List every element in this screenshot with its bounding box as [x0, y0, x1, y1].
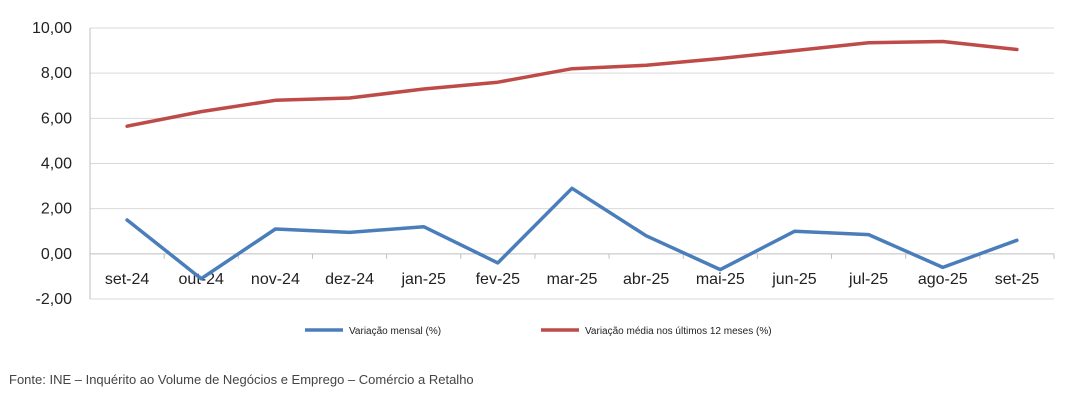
x-tick-label: ago-25: [918, 271, 968, 288]
source-note: Fonte: INE – Inquérito ao Volume de Negó…: [9, 372, 474, 387]
x-axis: set-24 out-24 nov-24 dez-24 jan-25 fev-25 mar-…: [89, 253, 1055, 288]
series-line-12-month-average: [125, 39, 1019, 128]
legend-label: Variação média nos últimos 12 meses (%): [585, 326, 772, 337]
x-tick-label: jul-25: [848, 271, 888, 288]
x-tick-label: set-25: [995, 271, 1040, 288]
x-tick-label: jun-25: [771, 271, 817, 288]
x-tick-label: nov-24: [251, 271, 300, 288]
y-tick-label: 6,00: [41, 110, 72, 127]
x-tick-label: dez-24: [325, 271, 374, 288]
y-tick-label: 8,00: [41, 65, 72, 82]
y-tick-label: 2,00: [41, 201, 72, 218]
y-tick-label: 4,00: [41, 156, 72, 173]
legend: Variação mensal (%) Variação média nos úl…: [305, 326, 772, 337]
y-tick-label: 10,00: [32, 20, 72, 37]
gridlines: [90, 27, 1054, 300]
x-tick-label: jan-25: [400, 271, 446, 288]
y-tick-label: -2,00: [36, 291, 73, 308]
legend-label: Variação mensal (%): [349, 326, 441, 337]
x-tick-label: mai-25: [696, 271, 745, 288]
x-tick-label: set-24: [105, 271, 150, 288]
x-tick-label: abr-25: [623, 271, 669, 288]
x-tick-label: fev-25: [476, 271, 521, 288]
y-tick-label: 0,00: [41, 246, 72, 263]
line-chart: 10,008,006,004,002,000,00-2,00 set-24 out…: [32, 20, 1055, 337]
series-lines: [125, 39, 1019, 281]
x-tick-label: mar-25: [547, 271, 598, 288]
y-axis: 10,00 8,00 6,00 4,00 2,00 0,00 -2,00: [32, 20, 91, 308]
series-line-monthly: [125, 186, 1019, 281]
